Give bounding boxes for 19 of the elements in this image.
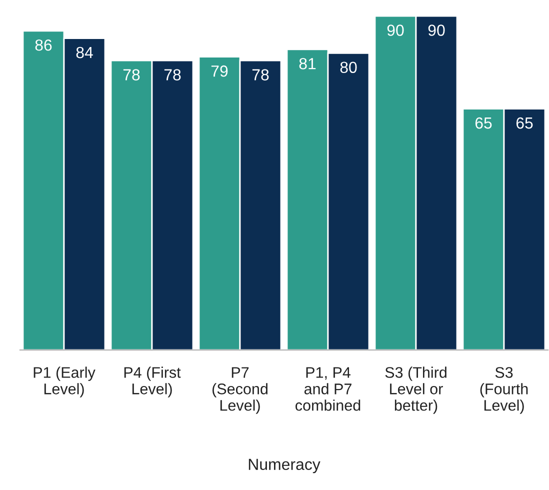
x-tick-label: P1 (Early Level): [34, 366, 96, 398]
data-label: 78: [164, 69, 181, 80]
x-tick-label: P7 (Second Level): [212, 367, 268, 414]
data-label: 78: [252, 69, 269, 80]
data-label: 90: [387, 24, 404, 36]
data-label: 79: [211, 65, 228, 77]
data-label: 86: [35, 39, 52, 51]
data-label: 90: [428, 24, 445, 36]
data-label: 81: [299, 58, 316, 70]
x-tick-label: S3 (Third Level or better): [385, 366, 446, 414]
data-label: 65: [516, 117, 533, 129]
x-tick-label: P4 (First Level): [124, 366, 181, 398]
x-tick-label: S3 (Fourth Level): [480, 367, 528, 414]
data-label: 84: [76, 46, 93, 58]
data-label: 78: [123, 69, 140, 80]
x-tick-label: P1, P4 and P7 combined: [296, 367, 360, 411]
x-axis-title: Numeracy: [248, 458, 320, 474]
data-label: 80: [340, 62, 357, 74]
data-label: 65: [475, 117, 492, 129]
